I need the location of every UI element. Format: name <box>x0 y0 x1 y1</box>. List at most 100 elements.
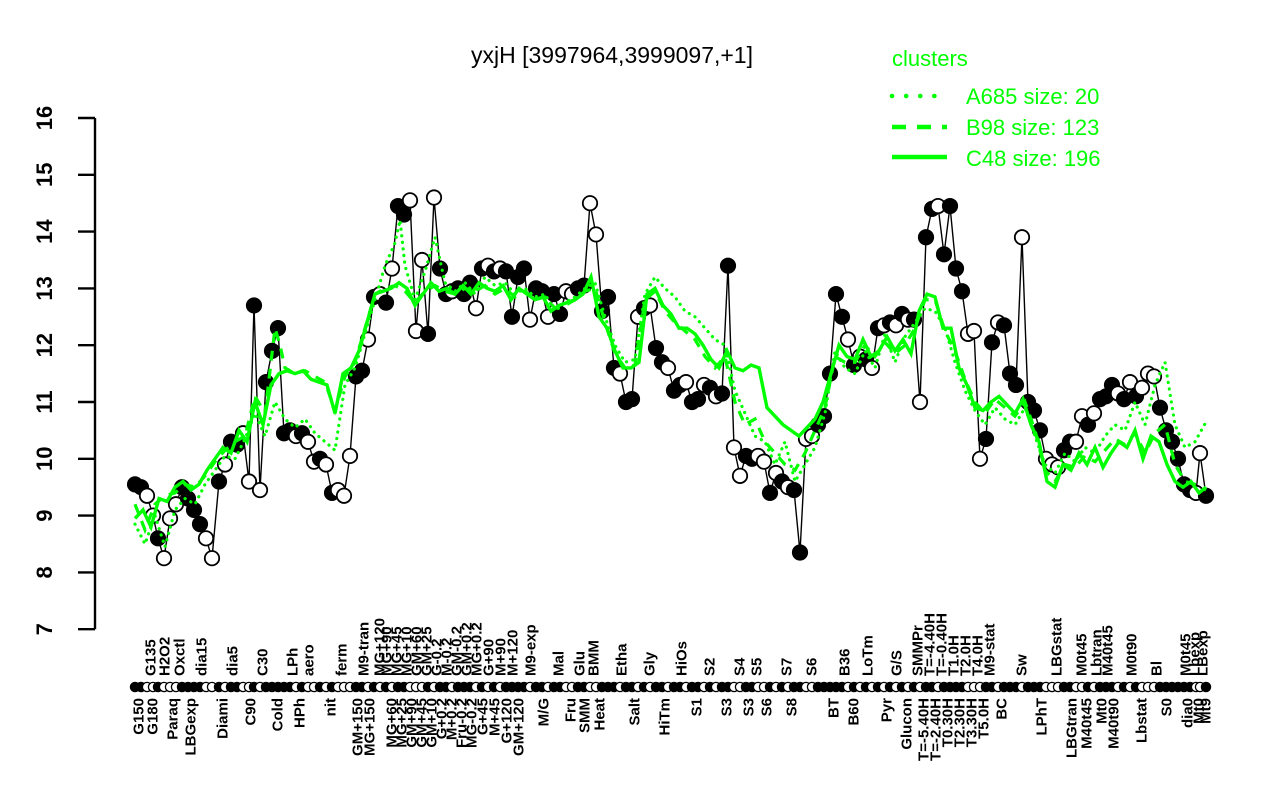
x-condition-label: Fru-0.2 <box>454 698 471 748</box>
x-condition-label: aero <box>301 644 318 676</box>
sample-point-open <box>587 226 605 243</box>
legend-line-samples <box>889 93 950 160</box>
plot-title: yxjH [3997964,3999097,+1] <box>471 42 753 68</box>
x-condition-label: Pyr <box>879 698 896 722</box>
x-condition-label: MG+45 <box>389 626 406 676</box>
x-condition-label: M40t45 <box>1100 625 1117 676</box>
sample-point-filled <box>647 339 665 357</box>
x-condition-label: S1 <box>689 698 706 716</box>
sample-point-open <box>341 447 359 465</box>
x-condition-label: SMMPr <box>910 625 927 676</box>
x-condition-label: LPhT <box>1034 698 1051 736</box>
sample-point-open <box>413 251 431 269</box>
sample-point-open <box>581 195 599 212</box>
x-condition-label: HiOs <box>674 641 691 676</box>
x-condition-label: Bl <box>1149 661 1166 676</box>
x-condition-label: G180 <box>145 698 162 735</box>
sample-point-filled <box>977 430 995 448</box>
x-condition-label: T=-2.40H <box>928 698 945 761</box>
x-condition-label: S0 <box>1159 698 1176 716</box>
sample-point-filled <box>713 385 731 402</box>
sample-point-filled <box>1007 376 1025 394</box>
sample-point-open <box>401 192 419 209</box>
x-condition-label: GM-0.2 <box>449 626 466 676</box>
sample-point-filled <box>689 391 707 408</box>
sample-point-filled <box>210 473 228 490</box>
sample-point-filled <box>245 297 263 314</box>
x-condition-label: dia15 <box>194 638 211 676</box>
sample-point-open <box>1067 433 1085 450</box>
x-condition-label: S8 <box>784 698 801 716</box>
x-condition-label: M+0.2 <box>444 698 461 740</box>
x-axis-labels: G150 G135 G180 H2O2 Paraq Oxctl LBGexp dia15 Dia… <box>131 613 1215 761</box>
x-condition-label: G+120 <box>499 698 516 743</box>
sample-point-open <box>863 359 881 377</box>
series-samples <box>126 189 1215 567</box>
x-condition-label: T=-4.40H <box>922 613 939 676</box>
sample-point-open <box>1085 405 1103 422</box>
sample-strip <box>129 681 1212 693</box>
sample-point-filled <box>917 229 935 246</box>
sample-point-filled <box>983 334 1001 351</box>
sample-point-open <box>317 456 335 473</box>
x-condition-label: SMM <box>577 698 594 733</box>
x-condition-label: G/S <box>889 650 906 676</box>
legend-entry-label-c48: C48 size: 196 <box>966 146 1101 171</box>
sample-point-filled <box>377 294 395 311</box>
sample-point-open <box>677 374 695 391</box>
sample-point-filled <box>599 288 617 306</box>
x-condition-label: dia0 <box>1180 698 1197 728</box>
x-condition-label: MG-0.2 <box>464 698 481 748</box>
x-condition-label: HPh <box>292 698 309 728</box>
x-condition-label: S4 <box>732 657 749 676</box>
x-condition-label: C30 <box>255 648 272 676</box>
x-condition-label: Paraq <box>165 698 182 740</box>
sample-point-open <box>1133 379 1151 396</box>
x-condition-label: M0t45 <box>1074 633 1091 676</box>
x-condition-label: MG+150 <box>362 698 379 756</box>
x-condition-label: BT <box>826 698 843 718</box>
sample-point-open <box>155 550 173 567</box>
sample-point-filled <box>761 484 779 501</box>
x-condition-label: LBGexp <box>183 698 200 756</box>
x-condition-label: MG+10 <box>399 626 416 676</box>
y-tick-label: 9 <box>32 509 57 521</box>
x-condition-label: Mt9 <box>1198 698 1215 724</box>
x-condition-label: Mt0 <box>1191 698 1208 724</box>
sample-point-open <box>965 322 983 340</box>
sample-point-open <box>725 439 743 456</box>
x-condition-label: H2O2 <box>157 637 174 676</box>
x-condition-label: T1.0H <box>946 635 963 676</box>
sample-point-open <box>251 481 269 499</box>
x-condition-label: Cold <box>270 698 287 731</box>
x-condition-label: LBGtran <box>1064 698 1081 758</box>
x-condition-label: LPh <box>285 648 302 676</box>
sample-point-open <box>203 550 221 567</box>
x-condition-label: MG+60 <box>384 698 401 748</box>
series-cluster-solid <box>133 271 1208 532</box>
sample-point-filled <box>503 308 521 325</box>
sample-point-open <box>335 487 353 504</box>
x-condition-label: T=-0.40H <box>934 613 951 676</box>
x-condition-label: M0t90 <box>1124 633 1141 676</box>
x-condition-label: S6 <box>804 658 821 676</box>
x-condition-label: M9-exp <box>523 624 540 676</box>
sample-point-filled <box>941 197 959 215</box>
x-condition-label: G+45 <box>475 698 492 735</box>
x-condition-label: nit <box>323 698 340 716</box>
x-condition-label: GM+60 <box>409 626 426 676</box>
x-condition-label: GM+90 <box>404 698 421 748</box>
x-condition-label: T5.0H <box>976 698 993 739</box>
sample-point-filled <box>623 391 641 408</box>
x-condition-label: Heat <box>592 698 609 731</box>
x-condition-label: B36 <box>837 648 854 676</box>
x-condition-label: S5 <box>749 658 766 676</box>
x-condition-label: S3 <box>741 698 758 716</box>
x-condition-label: T0.30H <box>940 698 957 747</box>
sample-point-open <box>611 365 629 382</box>
x-condition-label: BC <box>994 698 1011 720</box>
sample-point-filled <box>1151 399 1169 416</box>
x-condition-label: T3.30H <box>964 698 981 747</box>
x-condition-label: M+120 <box>505 630 522 676</box>
legend-title: clusters <box>892 46 968 71</box>
